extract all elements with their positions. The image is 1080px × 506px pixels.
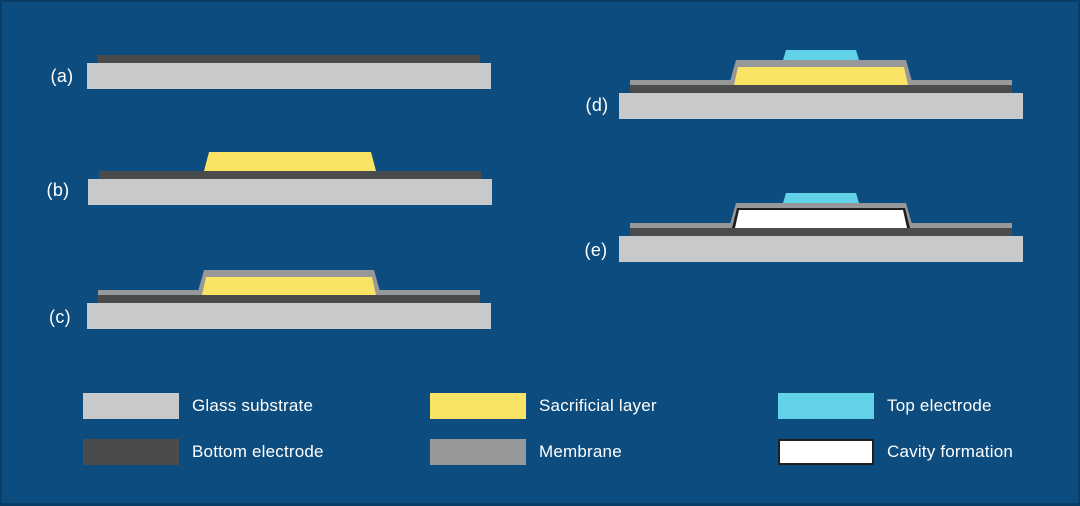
device-step-d — [619, 47, 1023, 119]
legend-item-top-electrode: Top electrode — [778, 393, 992, 419]
sacrificial-layer-swatch — [430, 393, 526, 419]
cavity-formation-layer — [735, 210, 907, 228]
bottom-electrode-layer — [630, 85, 1012, 93]
membrane-swatch — [430, 439, 526, 465]
legend-label: Membrane — [539, 442, 622, 461]
step-label-d: (d) — [585, 95, 609, 115]
legend-label: Glass substrate — [192, 396, 314, 415]
glass-substrate-swatch — [83, 393, 179, 419]
sacrificial-layer — [202, 277, 376, 295]
device-step-c — [87, 257, 491, 329]
top-electrode-layer — [783, 193, 859, 203]
top-electrode-swatch — [778, 393, 874, 419]
legend-item-membrane: Membrane — [430, 439, 622, 465]
cavity-formation-swatch — [778, 439, 874, 465]
bottom-electrode-layer — [98, 55, 480, 63]
glass-substrate-layer — [619, 236, 1023, 262]
step-label-b: (b) — [46, 180, 70, 200]
glass-substrate-layer — [619, 93, 1023, 119]
legend-item-bottom-electrode: Bottom electrode — [83, 439, 324, 465]
step-label-e: (e) — [584, 240, 608, 260]
step-label-c: (c) — [49, 307, 71, 327]
legend-item-sacrificial-layer: Sacrificial layer — [430, 393, 657, 419]
sacrificial-layer — [734, 67, 908, 85]
glass-substrate-layer — [87, 63, 491, 89]
legend-label: Bottom electrode — [192, 442, 324, 461]
step-label-a: (a) — [50, 66, 74, 86]
sacrificial-layer — [204, 152, 376, 171]
bottom-electrode-swatch — [83, 439, 179, 465]
device-step-a — [87, 17, 491, 89]
legend-label: Cavity formation — [887, 442, 1014, 461]
bottom-electrode-layer — [99, 171, 481, 179]
bottom-electrode-layer — [98, 295, 480, 303]
bottom-electrode-layer — [630, 228, 1012, 236]
device-step-e — [619, 190, 1023, 262]
legend-item-glass-substrate: Glass substrate — [83, 393, 313, 419]
top-electrode-layer — [783, 50, 859, 60]
glass-substrate-layer — [88, 179, 492, 205]
device-step-b — [88, 133, 492, 205]
glass-substrate-layer — [87, 303, 491, 329]
legend-label: Top electrode — [887, 396, 992, 415]
legend-item-cavity-formation: Cavity formation — [778, 439, 1013, 465]
legend-label: Sacrificial layer — [539, 396, 657, 415]
